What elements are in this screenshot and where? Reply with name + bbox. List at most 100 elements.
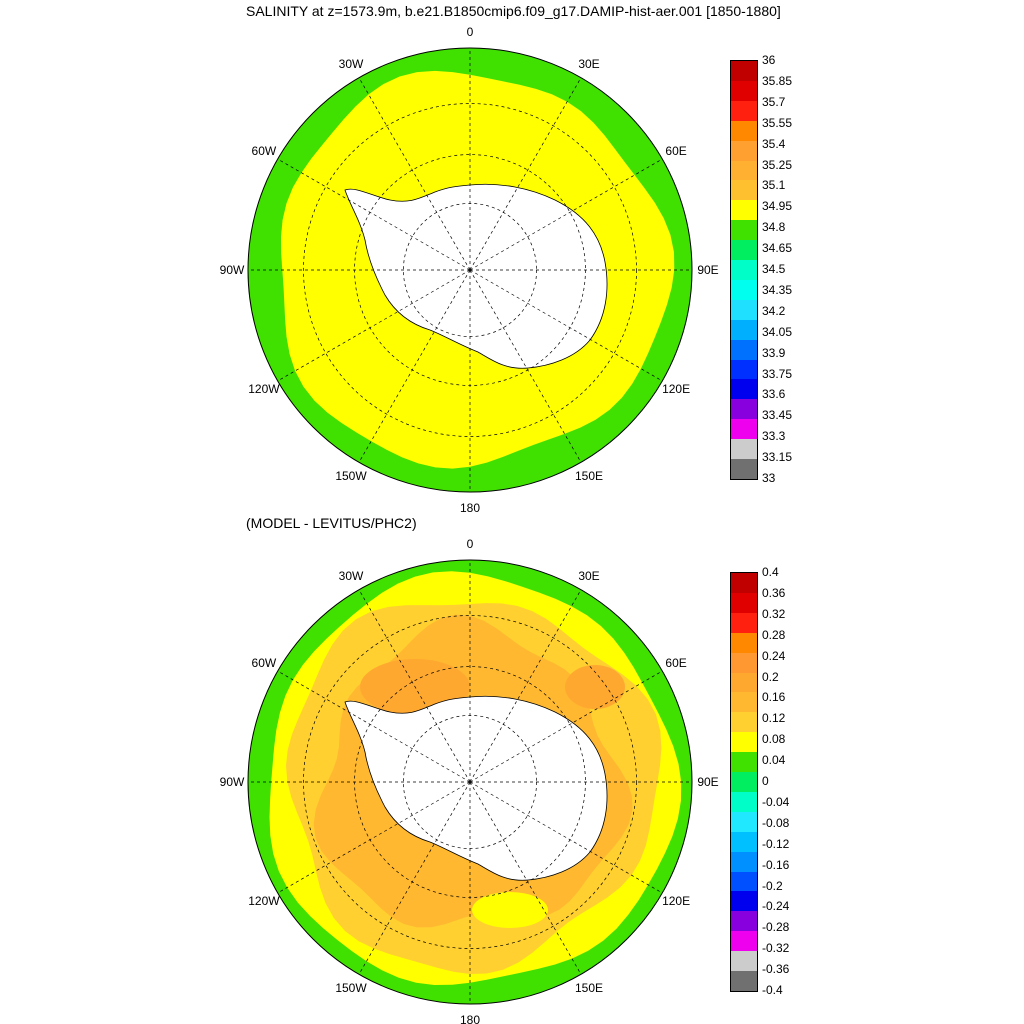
top-lon-label: 30W <box>339 57 364 71</box>
bottom-colorbar-swatch <box>731 672 757 693</box>
bottom-lon-label: 120W <box>248 894 280 908</box>
bottom-colorbar-swatch <box>731 931 757 952</box>
top-colorbar-label: 34.2 <box>762 303 786 318</box>
bottom-colorbar-swatch <box>731 971 757 992</box>
bottom-colorbar-label: -0.2 <box>762 878 783 893</box>
bottom-lon-label: 150W <box>335 981 367 995</box>
bottom-lat-circle <box>303 615 637 949</box>
bottom-lon-label: 90W <box>220 775 245 789</box>
bottom-patch-east <box>565 665 625 709</box>
top-colorbar-swatch <box>731 140 757 161</box>
bottom-meridian <box>277 781 471 894</box>
bottom-patch-ross <box>472 892 548 928</box>
top-lon-label: 0 <box>467 25 474 39</box>
top-colorbar-label: 33.9 <box>762 345 786 360</box>
bottom-colorbar-swatch <box>731 891 757 912</box>
bottom-lon-label: 60E <box>665 656 686 670</box>
bottom-lon-label: 150E <box>575 981 603 995</box>
top-colorbar-label: 35.7 <box>762 94 786 109</box>
top-colorbar-swatch <box>731 180 757 201</box>
bottom-colorbar-swatch <box>731 911 757 932</box>
bottom-antarctica-landmass <box>344 695 608 881</box>
top-map-border <box>247 47 693 493</box>
top-meridian <box>469 158 663 271</box>
bottom-lon-label: 0 <box>467 537 474 551</box>
top-meridian <box>469 269 663 382</box>
top-colorbar-swatch <box>731 80 757 102</box>
top-colorbar-label: 33 <box>762 471 776 485</box>
top-colorbar-swatch <box>731 279 757 301</box>
bottom-colorbar-swatch <box>731 573 757 594</box>
bottom-colorbar-label: 0.4 <box>762 565 779 579</box>
top-colorbar-label: 33.75 <box>762 366 793 381</box>
top-colorbar-label: 34.35 <box>762 282 793 297</box>
bottom-meridian <box>469 781 663 894</box>
top-colorbar-label: 34.95 <box>762 199 793 214</box>
bottom-colorbar-swatch <box>731 752 757 773</box>
bottom-colorbar-label: -0.28 <box>762 920 790 935</box>
top-lon-label: 90W <box>220 263 245 277</box>
bottom-colorbar-swatch <box>731 612 757 634</box>
bottom-graticule <box>248 560 692 1004</box>
top-meridian <box>277 158 471 271</box>
top-meridian <box>358 269 471 463</box>
top-colorbar-swatch <box>731 260 757 281</box>
top-colorbar-label: 35.25 <box>762 157 793 172</box>
top-lon-label: 150E <box>575 469 603 483</box>
top-colorbar-swatch <box>731 200 757 221</box>
top-colorbar-label: 36 <box>762 53 776 67</box>
top-colorbar-swatch <box>731 120 757 142</box>
top-meridian <box>277 269 471 382</box>
bottom-lon-label: 30E <box>578 569 599 583</box>
top-colorbar-label: 35.85 <box>762 73 793 88</box>
top-lon-label: 30E <box>578 57 599 71</box>
top-lon-label: 60E <box>665 144 686 158</box>
bottom-colorbar-swatch <box>731 951 757 972</box>
bottom-colorbar: 0.4 0.36 0.32 0.28 0.24 0.2 0.16 0.12 0.08 0.04 0 -… <box>730 565 800 997</box>
bottom-lon-label: 60W <box>252 656 277 670</box>
bottom-map-title: (MODEL - LEVITUS/PHC2) <box>246 515 417 531</box>
top-colorbar-swatch <box>731 160 757 181</box>
bottom-meridian <box>277 670 471 783</box>
top-colorbar-swatch <box>731 459 757 480</box>
bottom-map-border <box>247 559 693 1005</box>
top-colorbar: 36 35.85 35.7 35.55 35.4 35.25 35.1 34.95 34.8 34… <box>730 53 800 485</box>
bottom-colorbar-label: -0.36 <box>762 962 790 977</box>
top-meridian <box>469 77 582 271</box>
bottom-colorbar-label: -0.08 <box>762 815 790 830</box>
top-colorbar-label: 34.65 <box>762 241 793 256</box>
bottom-colorbar-box <box>730 572 758 992</box>
top-meridian <box>469 269 582 463</box>
top-colorbar-label: 35.55 <box>762 115 793 130</box>
top-colorbar-label: 34.05 <box>762 324 793 339</box>
bottom-polar-map: 0 30E 60E 90E 120E 150E 180 150W 120W 90W 60W 30W <box>220 537 719 1024</box>
bottom-colorbar-label: 0.28 <box>762 627 786 642</box>
bottom-meridian <box>469 781 582 975</box>
top-colorbar-swatch <box>731 379 757 400</box>
bottom-colorbar-label: 0.12 <box>762 711 786 726</box>
top-colorbar-box <box>730 60 758 480</box>
bottom-colorbar-label: 0.32 <box>762 606 786 621</box>
top-lon-label: 120E <box>662 382 690 396</box>
bottom-colorbar-swatch <box>731 851 757 873</box>
top-map-title: SALINITY at z=1573.9m, b.e21.B1850cmip6.… <box>246 3 781 19</box>
bottom-meridian <box>358 589 471 783</box>
bottom-colorbar-swatch <box>731 871 757 892</box>
bottom-lon-label: 30W <box>339 569 364 583</box>
top-colorbar-swatch <box>731 240 757 261</box>
bottom-colorbar-swatch <box>731 592 757 614</box>
bottom-colorbar-label: -0.24 <box>762 899 790 914</box>
top-colorbar-swatch <box>731 220 757 241</box>
bottom-colorbar-swatch <box>731 652 757 673</box>
top-lon-label: 180 <box>460 501 480 515</box>
top-colorbar-label: 33.15 <box>762 450 793 465</box>
bottom-lon-label: 90E <box>697 775 718 789</box>
bottom-colorbar-swatch <box>731 692 757 713</box>
bottom-colorbar-label: -0.16 <box>762 857 790 872</box>
bottom-colorbar-swatch <box>731 772 757 793</box>
top-colorbar-label: 33.6 <box>762 387 786 402</box>
bottom-colorbar-label: -0.32 <box>762 941 790 956</box>
top-lat-circle <box>303 103 637 437</box>
bottom-colorbar-swatch <box>731 732 757 753</box>
bottom-colorbar-swatch <box>731 632 757 654</box>
